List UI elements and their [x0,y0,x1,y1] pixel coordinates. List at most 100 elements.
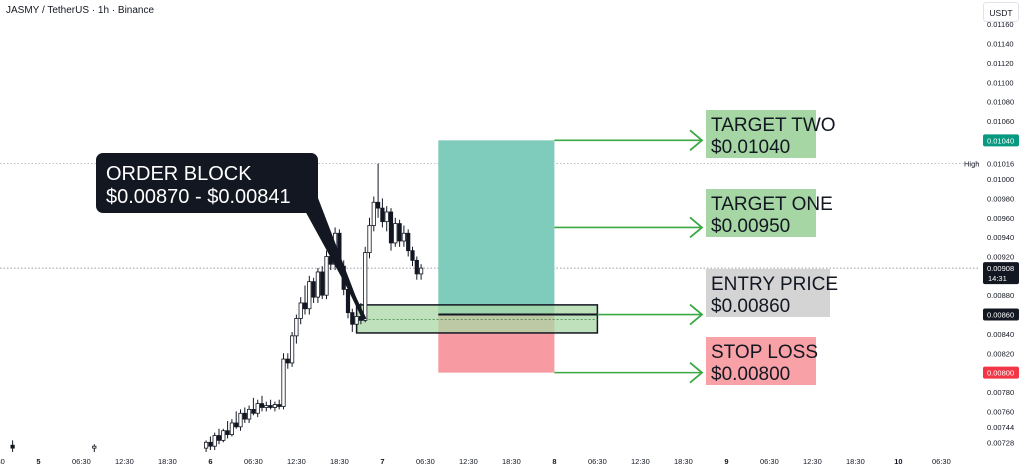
candle [264,401,269,412]
candle [393,217,398,247]
candle-body-down [375,201,381,209]
candle [354,312,359,332]
candle-body-up [281,358,286,407]
x-tick-label: 18:30 [330,457,349,466]
level-label-bg [706,189,816,237]
candle-body-down [234,422,239,428]
candle-body-up [354,316,359,325]
candle-body-down [216,435,222,441]
candle-body-up [315,271,321,298]
currency-button[interactable]: USDT [983,2,1019,22]
x-tick-label: 06:30 [760,457,779,466]
candle [229,419,234,437]
candle [92,444,97,452]
price-tag-value: 0.00800 [987,369,1014,378]
y-tick-label: 0.00920 [987,252,1014,261]
order-block-callout[interactable]: ORDER BLOCK$0.00870 - $0.00841 [96,153,367,321]
long-position-tool[interactable] [438,140,555,373]
candlestick-series [10,163,424,452]
level-label-price: $0.00800 [711,364,790,385]
candle [221,428,226,443]
candle-body-down [242,412,247,420]
callout-range: $0.00870 - $0.00841 [106,186,291,208]
order-block-rect [355,304,599,334]
price-tag: 0.00860 [983,308,1019,321]
x-tick-label: 8 [552,457,556,466]
level-label-title: STOP LOSS [711,342,818,363]
x-tick-label: 06:30 [932,457,951,466]
candle [246,405,252,423]
candle [285,353,290,369]
candle-body-down [414,259,419,275]
level-label-price: $0.01040 [711,137,790,158]
y-tick-label: 0.01120 [987,59,1014,68]
level-label: TARGET TWO$0.01040 [706,110,836,158]
candle [320,266,325,300]
y-tick-label: 0.00980 [987,194,1014,203]
x-tick-label: 10 [894,457,902,466]
callout-pointer-line [304,197,367,321]
candle [10,440,15,452]
level-label-bg [706,269,830,317]
y-tick-label: 0.00760 [987,407,1014,416]
level-label: ENTRY PRICE$0.00860 [706,269,838,317]
candle [384,206,389,232]
candle-body-down [277,404,282,407]
candle [208,436,213,451]
candle-body-down [311,281,316,298]
x-tick-label: 12:30 [803,457,822,466]
time-axis[interactable]: 18:30 5 06:30 12:30 18:30 6 06:30 12:30 18:30 7 06… [0,457,951,466]
x-tick-label: 12:30 [631,457,650,466]
candle-body-down [259,403,265,408]
candle [302,285,308,315]
candle-body-down [320,271,325,296]
candle-body-down [285,358,290,364]
y-tick-label: 0.00728 [987,438,1014,447]
candle [311,277,316,303]
x-tick-label: 6 [208,457,212,466]
x-tick-label: 18:30 [674,457,693,466]
candle-body-down [268,405,273,408]
price-tag-bg [983,134,1019,147]
price-tag: 0.01040 [983,134,1019,147]
candle-body-down [345,288,351,314]
level-label-title: TARGET TWO [711,115,836,136]
candle-body-up [367,225,372,254]
order-block-zone[interactable] [355,304,599,334]
candle [410,246,415,267]
callout-title: ORDER BLOCK [106,163,252,185]
x-tick-label: 12:30 [459,457,478,466]
y-tick-label: 0.00960 [987,214,1014,223]
x-tick-label: 18:30 [158,457,177,466]
price-tag: 0.00800 [983,366,1019,379]
candle [242,407,247,423]
high-marker-label: High [964,160,979,169]
level-label: STOP LOSS$0.00800 [706,337,818,385]
current-price-countdown: 14:31 [988,274,1007,283]
candle [380,198,385,228]
y-tick-label: 0.00940 [987,233,1014,242]
candle [298,297,303,325]
candle [277,399,282,410]
candle [251,397,256,416]
candle-body-up [229,422,234,435]
y-tick-label: 0.01140 [987,40,1014,49]
x-tick-label: 12:30 [287,457,306,466]
candle [203,440,209,452]
price-axis[interactable]: 0.01160 0.01140 0.01120 0.01100 0.01080 0.010… [964,20,1019,447]
candle [259,395,265,412]
level-label: TARGET ONE$0.00950 [706,189,833,237]
current-price-bg [983,262,1019,285]
annotation-arrows[interactable] [554,129,704,384]
candle-body-up [298,302,303,319]
y-tick-label: 0.00880 [987,291,1014,300]
y-tick-label: 0.01000 [987,175,1014,184]
candle-body-up [212,435,217,447]
candle-body-down [410,250,415,261]
candle-body-up [221,430,226,441]
candle-body-up [393,223,398,244]
level-labels[interactable]: TARGET TWO$0.01040 TARGET ONE$0.00950 ENTR… [706,110,838,385]
x-tick-label: 5 [36,457,40,466]
